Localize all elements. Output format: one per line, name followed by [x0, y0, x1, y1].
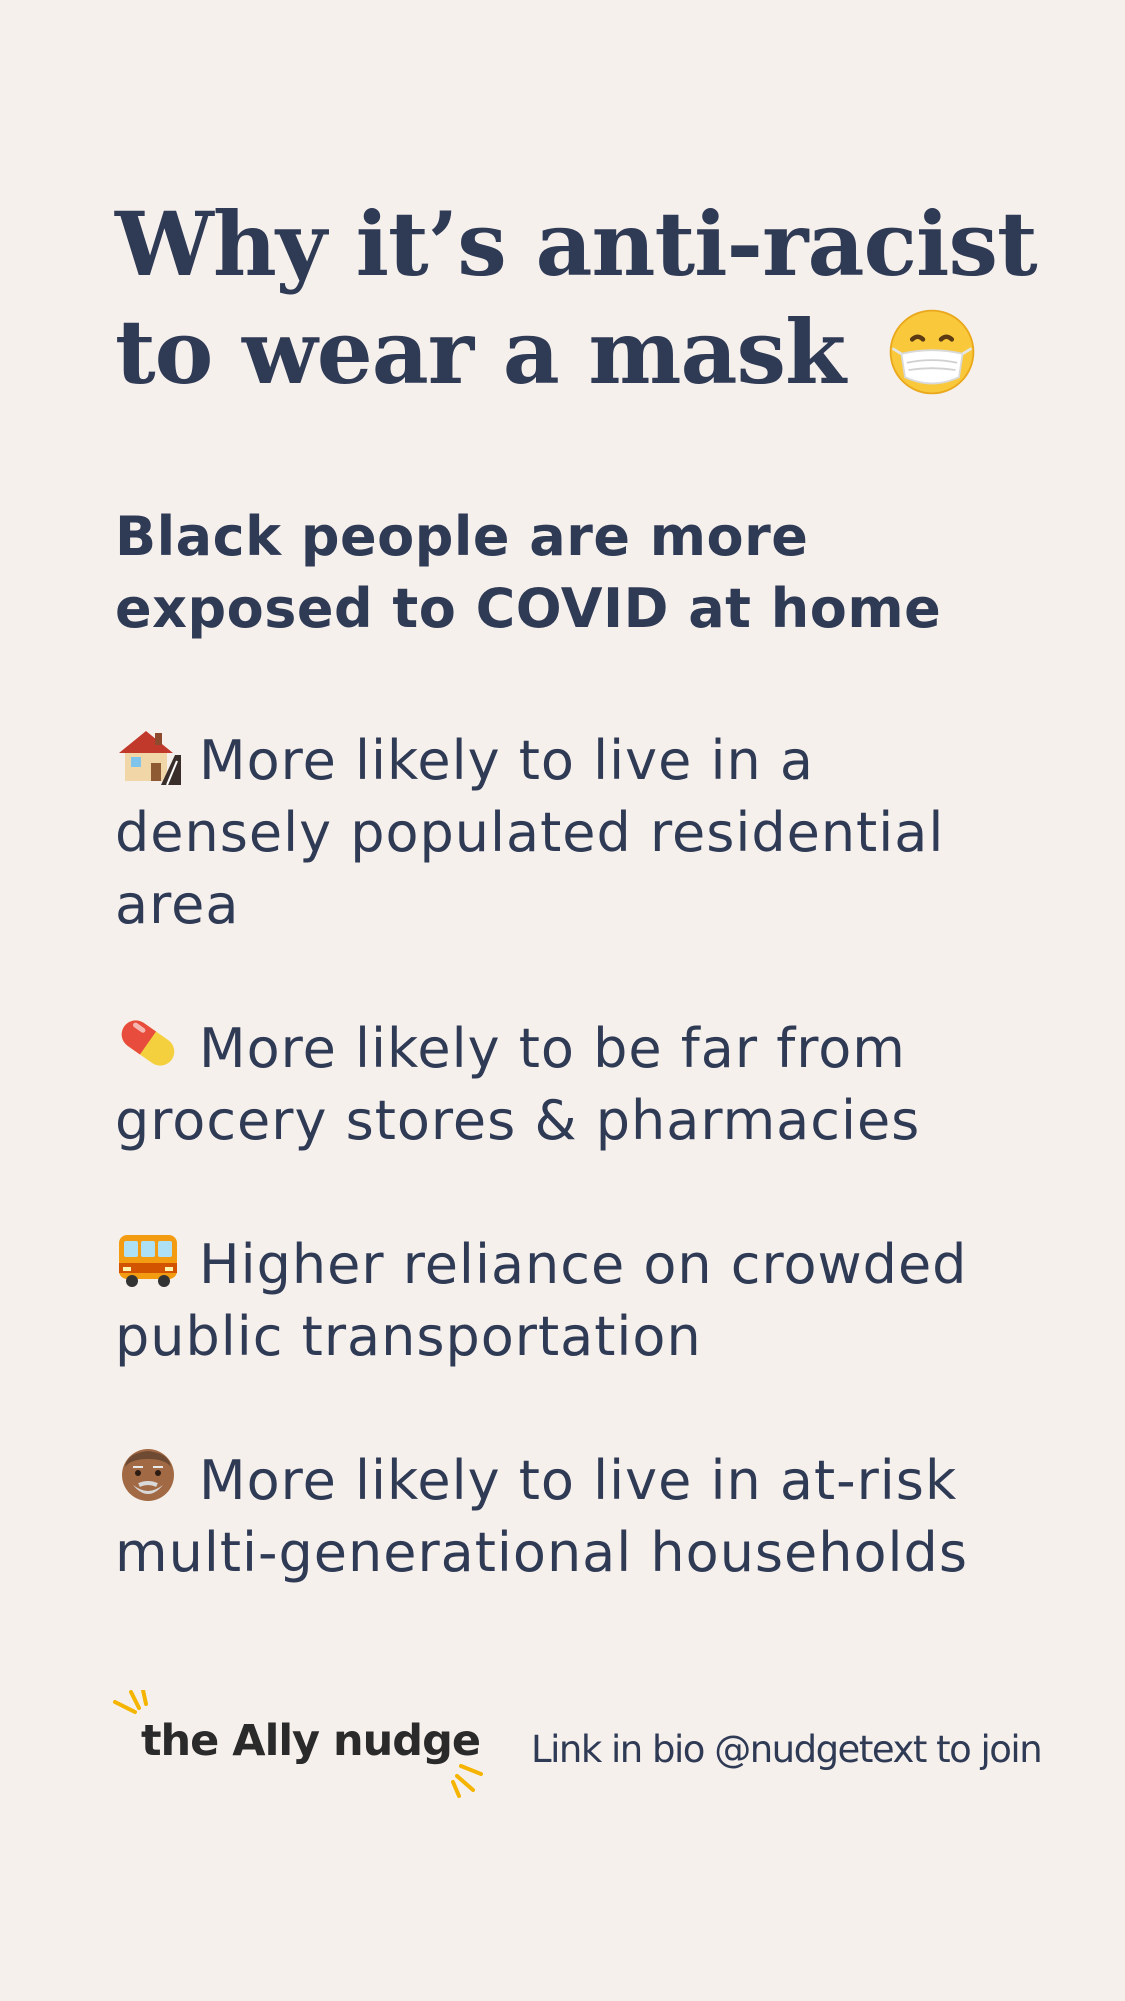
logo-spark-icon: [113, 1690, 483, 1798]
title-line-2: to wear a mask: [115, 298, 1055, 406]
pill-icon: [115, 1013, 181, 1073]
subtitle-line-1: Black people are more: [115, 505, 809, 568]
logo-text: the Ally nudge: [141, 1716, 481, 1766]
list-item-line: More likely to be far from: [115, 1013, 1055, 1085]
list-item-text: More likely to live in a: [199, 729, 814, 792]
post-content: Why it’s anti-racist to wear a mask Blac…: [115, 190, 1055, 1661]
page-title: Why it’s anti-racist to wear a mask: [115, 190, 1055, 406]
list-item: More likely to live in a densely populat…: [115, 725, 1055, 941]
subtitle-line-2: exposed to COVID at home: [115, 577, 942, 640]
list-item-line: multi-generational households: [115, 1521, 968, 1584]
fact-list: More likely to live in a densely populat…: [115, 725, 1055, 1589]
title-line-2-text: to wear a mask: [115, 300, 846, 404]
list-item-text: More likely to live in at-risk: [199, 1449, 958, 1512]
list-item-line: densely populated residential: [115, 801, 945, 864]
list-item-line: public transportation: [115, 1305, 702, 1368]
list-item: More likely to be far from grocery store…: [115, 1013, 1055, 1157]
title-line-1: Why it’s anti-racist: [115, 192, 1038, 296]
list-item: More likely to live in at-risk multi-gen…: [115, 1445, 1055, 1589]
subtitle: Black people are more exposed to COVID a…: [115, 501, 1055, 645]
footer: the Ally nudge Link in bio @nudgetext to…: [113, 1690, 1043, 1810]
list-item-text: More likely to be far from: [199, 1017, 906, 1080]
list-item-line: Higher reliance on crowded: [115, 1229, 1055, 1301]
ally-nudge-logo: the Ally nudge: [113, 1690, 493, 1810]
list-item-line: More likely to live in a: [115, 725, 1055, 797]
list-item-line: More likely to live in at-risk: [115, 1445, 1055, 1517]
list-item-line: grocery stores & pharmacies: [115, 1089, 921, 1152]
join-cta-text: Link in bio @nudgetext to join: [531, 1728, 1043, 1771]
house-icon: [115, 725, 181, 785]
list-item-text: Higher reliance on crowded: [199, 1233, 968, 1296]
list-item-line: area: [115, 873, 240, 936]
older-man-icon: [115, 1445, 181, 1505]
face-with-medical-mask-icon: [887, 307, 977, 397]
list-item: Higher reliance on crowded public transp…: [115, 1229, 1055, 1373]
bus-icon: [115, 1229, 181, 1289]
